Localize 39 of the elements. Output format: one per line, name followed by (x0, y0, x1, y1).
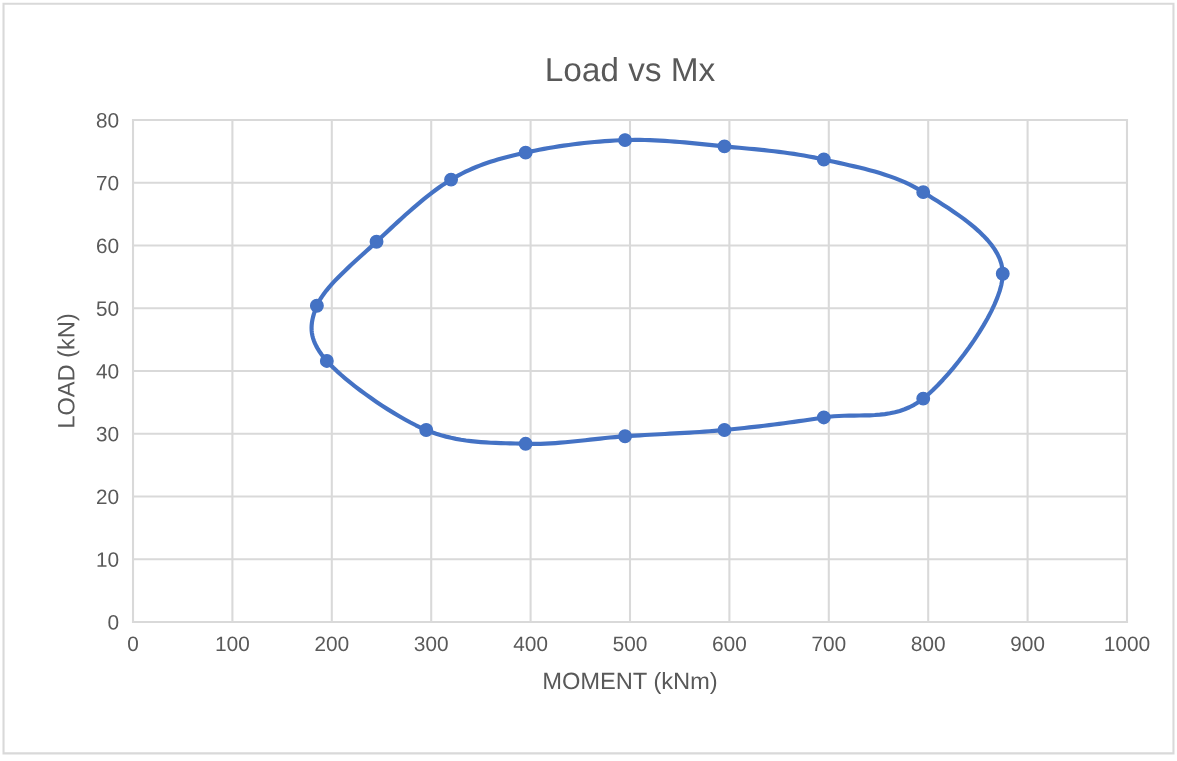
y-tick-label: 60 (97, 238, 119, 254)
x-tick-label: 900 (1011, 636, 1045, 652)
y-tick-label: 80 (96, 113, 119, 128)
point (419, 423, 434, 437)
x-tick-label: 500 (613, 636, 647, 652)
chart-title: Load vs Mx (547, 56, 715, 82)
point (369, 234, 384, 249)
x-axis-title: MOMENT (kNm) (544, 671, 717, 694)
point (816, 152, 831, 167)
x-tick-label: 1000 (1105, 636, 1150, 652)
point (916, 185, 931, 200)
point (518, 436, 533, 451)
point (518, 145, 533, 160)
x-tick-label: 600 (713, 636, 746, 652)
x-tick-label: 100 (216, 636, 249, 652)
x-tick-label: 800 (911, 636, 945, 652)
point (816, 410, 831, 425)
point (309, 298, 324, 313)
x-tick-label: 700 (812, 636, 846, 652)
point (916, 391, 931, 406)
y-tick-label: 70 (97, 175, 119, 191)
point (319, 354, 334, 368)
y-tick-label: 50 (96, 301, 119, 316)
y-tick-label: 0 (108, 615, 119, 630)
x-tick-label: 200 (315, 636, 349, 652)
y-tick-label: 20 (96, 489, 119, 505)
y-tick-label: 30 (96, 426, 119, 442)
y-axis-title: LOAD (kN) (57, 314, 80, 427)
x-tick-label: 400 (513, 636, 548, 652)
x-tick-label: 300 (414, 636, 448, 652)
point (618, 133, 632, 148)
y-tick-label: 40 (96, 364, 119, 379)
point (995, 266, 1010, 281)
point (717, 139, 732, 154)
point (618, 429, 632, 444)
x-tick-label: 0 (128, 636, 138, 652)
point (444, 172, 459, 187)
point (717, 423, 732, 437)
y-tick-label: 10 (97, 552, 119, 567)
